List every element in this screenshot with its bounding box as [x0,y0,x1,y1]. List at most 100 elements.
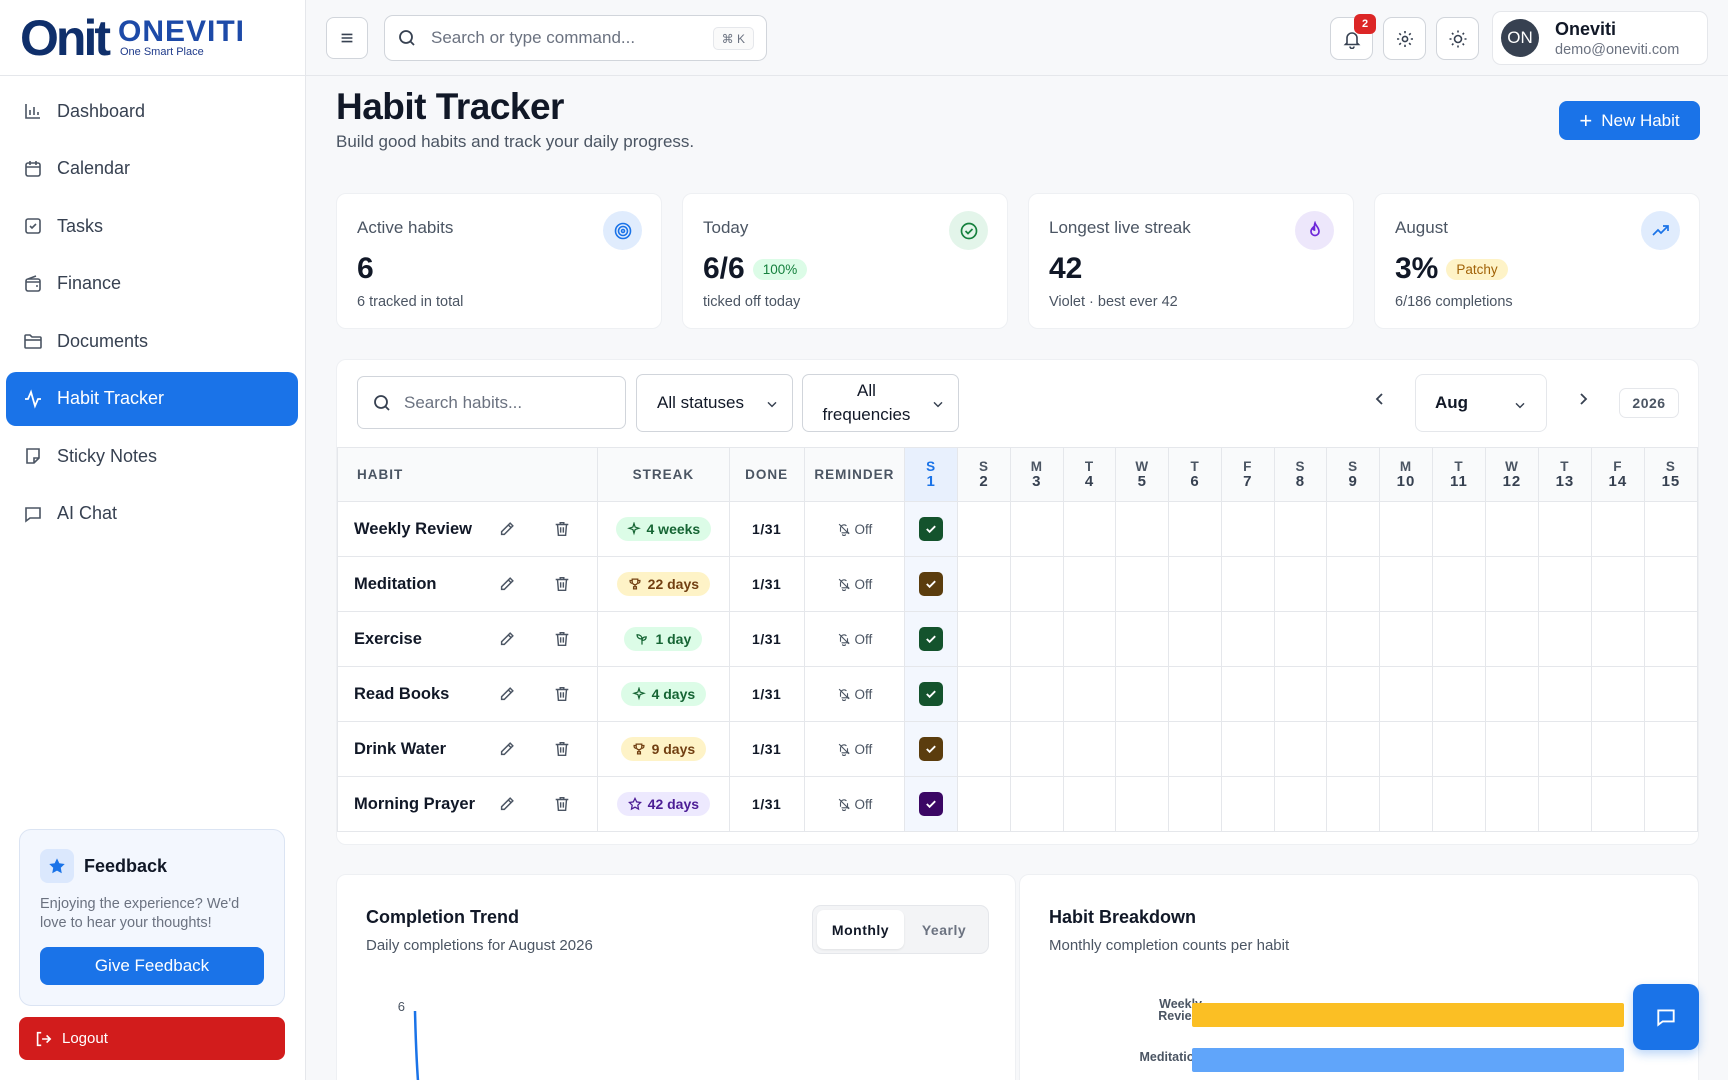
habit-search-input[interactable]: Search habits... [357,376,626,429]
day-cell[interactable] [1432,776,1486,832]
day-cell[interactable] [1432,556,1486,612]
day-cell[interactable] [1168,721,1222,777]
status-filter-dropdown[interactable]: All statuses [636,374,793,432]
day-cell[interactable] [1220,556,1275,612]
day-cell[interactable] [1273,666,1328,722]
habit-name[interactable]: Meditation [354,574,437,593]
day-cell[interactable] [1379,501,1433,557]
habit-name[interactable]: Morning Prayer [354,794,476,813]
logout-button[interactable]: Logout [19,1017,285,1060]
settings-button[interactable] [1383,17,1426,60]
day-cell[interactable] [1484,556,1539,612]
global-search-input[interactable]: Search or type command... ⌘ K [384,15,767,61]
day-cell[interactable] [957,556,1011,612]
day-cell[interactable] [1484,776,1539,832]
sidebar-item-sticky-notes[interactable]: Sticky Notes [6,429,298,483]
day-cell[interactable] [1590,611,1645,667]
day-cell[interactable] [1168,776,1222,832]
trash-icon[interactable] [553,520,571,538]
tab-monthly[interactable]: Monthly [817,910,904,949]
day-cell[interactable] [904,501,959,557]
day-cell[interactable] [957,611,1011,667]
day-cell[interactable] [957,501,1011,557]
day-cell[interactable] [1643,666,1698,722]
pencil-icon[interactable] [498,520,516,538]
reminder-cell[interactable]: Off [803,666,906,722]
day-cell[interactable] [1009,776,1064,832]
day-cell[interactable] [1379,776,1433,832]
day-cell[interactable] [1379,556,1433,612]
month-dropdown[interactable]: Aug [1415,374,1547,432]
day-cell[interactable] [1273,721,1328,777]
next-month-arrow-icon[interactable] [1573,389,1593,409]
day-cell[interactable] [1326,666,1381,722]
day-cell[interactable] [1115,556,1170,612]
sidebar-item-habit-tracker[interactable]: Habit Tracker [6,371,298,426]
day-cell[interactable] [1273,776,1328,832]
day-cell[interactable] [1062,776,1117,832]
new-habit-button[interactable]: + New Habit [1559,101,1700,140]
day-cell[interactable] [1326,721,1381,777]
habit-name[interactable]: Weekly Review [354,519,473,538]
frequency-filter-dropdown[interactable]: All frequencies [802,374,959,432]
day-cell[interactable] [904,721,959,777]
day-cell[interactable] [1009,501,1064,557]
day-cell[interactable] [1590,721,1645,777]
day-cell[interactable] [1062,611,1117,667]
day-cell[interactable] [1643,721,1698,777]
day-cell[interactable] [1168,501,1222,557]
day-cell[interactable] [1009,666,1064,722]
day-cell[interactable] [1537,611,1592,667]
day-cell[interactable] [1484,501,1539,557]
trash-icon[interactable] [553,630,571,648]
day-cell[interactable] [1326,611,1381,667]
day-cell[interactable] [1326,776,1381,832]
day-cell[interactable] [1115,501,1170,557]
day-cell[interactable] [1643,501,1698,557]
day-cell[interactable] [904,666,959,722]
day-cell[interactable] [1009,611,1064,667]
pencil-icon[interactable] [498,740,516,758]
day-cell[interactable] [1326,556,1381,612]
day-cell[interactable] [1220,611,1275,667]
reminder-cell[interactable]: Off [803,776,906,832]
tab-yearly[interactable]: Yearly [921,921,967,938]
day-cell[interactable] [904,611,959,667]
reminder-cell[interactable]: Off [803,721,906,777]
trash-icon[interactable] [553,685,571,703]
day-cell[interactable] [904,556,959,612]
trash-icon[interactable] [553,795,571,813]
day-cell[interactable] [1484,721,1539,777]
day-cell[interactable] [1590,666,1645,722]
day-cell[interactable] [1643,556,1698,612]
day-cell[interactable] [1115,776,1170,832]
day-cell[interactable] [1484,611,1539,667]
day-cell[interactable] [1220,776,1275,832]
day-cell[interactable] [1168,556,1222,612]
day-cell[interactable] [1220,721,1275,777]
day-cell[interactable] [1062,666,1117,722]
day-cell[interactable] [1643,776,1698,832]
habit-name[interactable]: Drink Water [354,739,446,758]
day-cell[interactable] [1273,501,1328,557]
day-cell[interactable] [1062,721,1117,777]
day-cell[interactable] [1379,666,1433,722]
prev-month-arrow-icon[interactable] [1370,389,1390,409]
brand-logo[interactable]: Onit ONEVITI One Smart Place [20,13,245,63]
sidebar-item-tasks[interactable]: Tasks [6,199,298,253]
sidebar-item-finance[interactable]: Finance [6,257,298,311]
day-cell[interactable] [1009,721,1064,777]
habit-name[interactable]: Read Books [354,684,450,703]
reminder-cell[interactable]: Off [803,501,906,557]
day-cell[interactable] [1484,666,1539,722]
day-cell[interactable] [1220,666,1275,722]
day-cell[interactable] [1590,501,1645,557]
day-cell[interactable] [1379,611,1433,667]
day-cell[interactable] [1273,611,1328,667]
day-cell[interactable] [1432,501,1486,557]
reminder-cell[interactable]: Off [803,556,906,612]
day-cell[interactable] [957,666,1011,722]
trash-icon[interactable] [553,740,571,758]
day-cell[interactable] [1537,501,1592,557]
trash-icon[interactable] [553,575,571,593]
